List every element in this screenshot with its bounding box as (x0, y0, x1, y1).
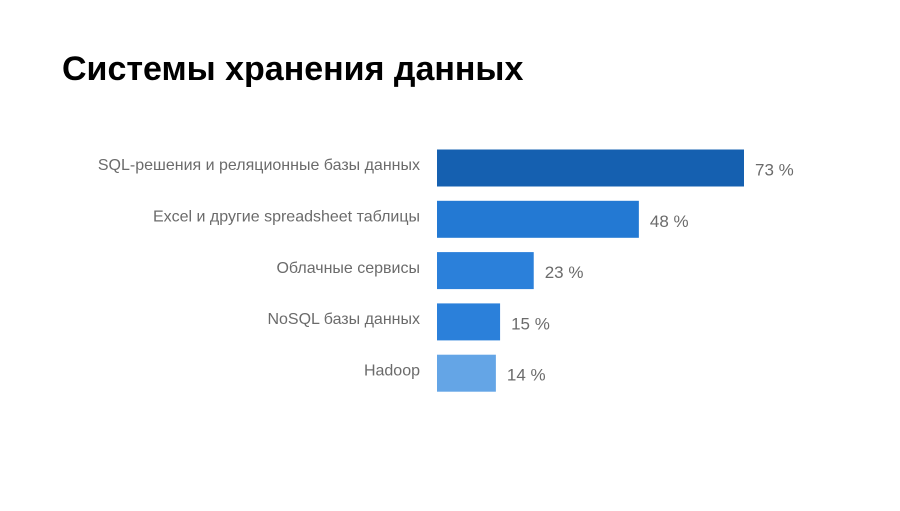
value-label: 48 % (650, 212, 689, 231)
bar (437, 252, 534, 290)
value-label: 14 % (507, 366, 546, 385)
value-label: 73 % (755, 160, 794, 179)
category-label: Облачные сервисы (276, 260, 420, 277)
bar (437, 303, 501, 341)
category-label: Hadoop (364, 362, 420, 379)
bar (437, 200, 639, 238)
value-label: 23 % (545, 263, 584, 282)
chart-title: Системы хранения данных (62, 50, 523, 88)
value-label: 15 % (511, 314, 550, 333)
category-label: SQL-решения и реляционные базы данных (98, 157, 420, 174)
category-label: NoSQL базы данных (267, 311, 420, 328)
bar (437, 354, 496, 392)
bar (437, 149, 744, 187)
category-label: Excel и другие spreadsheet таблицы (153, 209, 420, 226)
